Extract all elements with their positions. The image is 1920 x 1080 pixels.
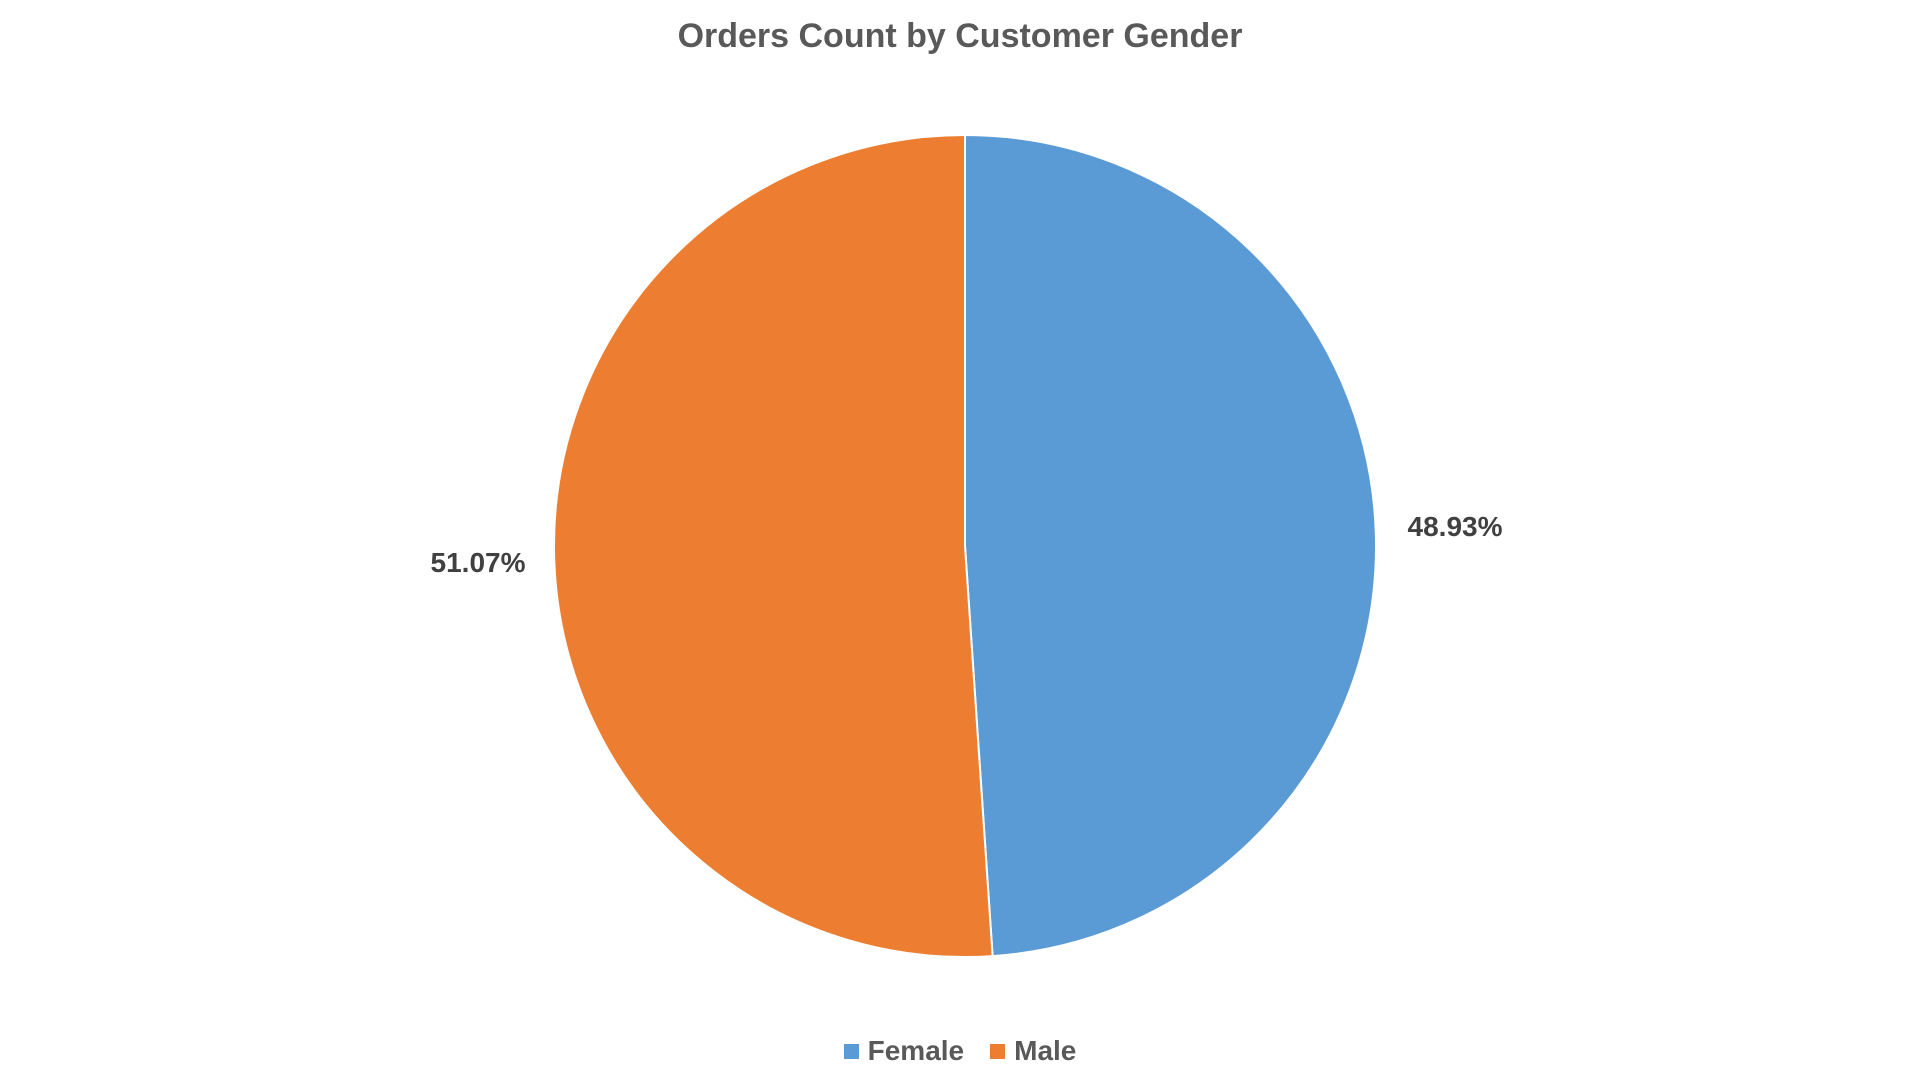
legend-label-female: Female — [867, 1035, 965, 1066]
legend-swatch-female — [843, 1043, 859, 1059]
pie-data-labels: 48.93% 51.07% — [431, 511, 1503, 578]
chart-title: Orders Count by Customer Gender — [678, 17, 1243, 55]
data-label-female: 48.93% — [1408, 511, 1503, 542]
legend-item-female: Female — [843, 1035, 965, 1067]
data-label-male: 51.07% — [431, 547, 526, 578]
chart-legend: Female Male — [0, 1035, 1920, 1067]
pie-slices — [553, 133, 1377, 958]
legend-item-male: Male — [990, 1035, 1076, 1067]
pie-slice-female — [964, 133, 1377, 958]
pie-slice-male — [553, 133, 994, 958]
legend-label-male: Male — [1014, 1035, 1077, 1066]
legend-swatch-male — [990, 1043, 1006, 1059]
